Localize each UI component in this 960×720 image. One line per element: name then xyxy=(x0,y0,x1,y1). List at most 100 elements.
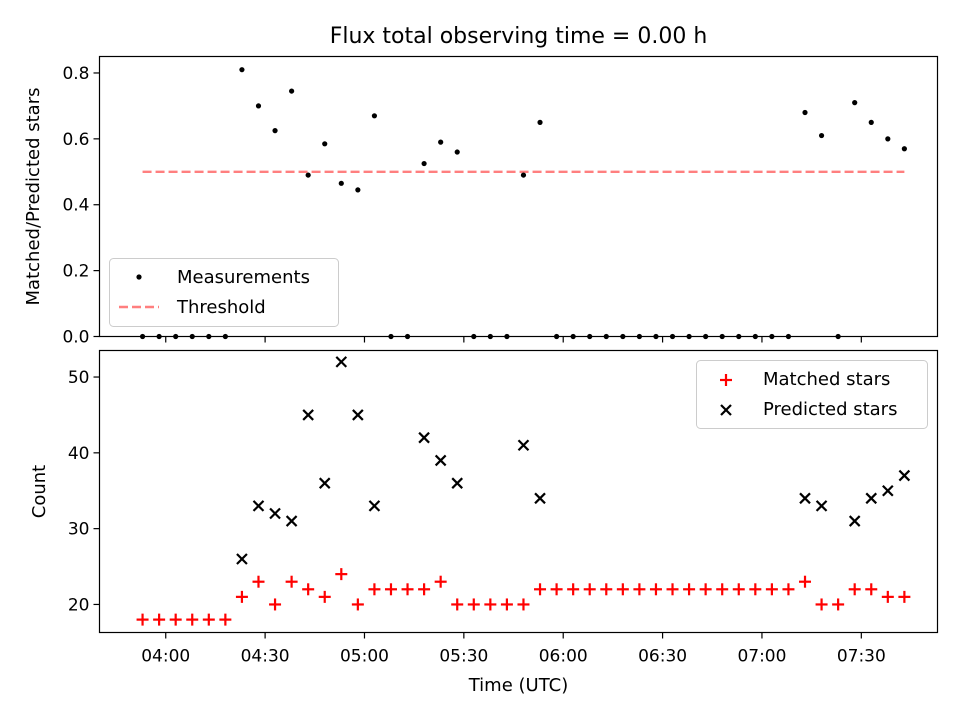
legend-measurements-marker xyxy=(136,274,142,280)
predicted-star-point xyxy=(799,492,811,505)
bottom-x-tick-label: 06:00 xyxy=(539,647,588,667)
matched-star-point xyxy=(782,583,795,596)
predicted-star-point xyxy=(352,409,364,421)
matched-star-point xyxy=(600,583,613,596)
bottom-y-ticks: 20 30 40 50 xyxy=(68,368,100,615)
matched-star-point xyxy=(368,583,381,596)
bottom-y-axis-label: Count xyxy=(29,465,50,518)
bottom-y-tick-label: 20 xyxy=(68,595,90,615)
predicted-star-point xyxy=(898,469,911,482)
predicted-star-point xyxy=(302,409,314,421)
measurement-point xyxy=(520,172,527,178)
matched-star-point xyxy=(633,583,646,596)
chart-title: Flux total observing time = 0.00 h xyxy=(330,24,708,49)
predicted-star-point xyxy=(882,484,894,497)
measurement-point xyxy=(537,119,543,125)
bottom-x-tick-label: 04:00 xyxy=(141,647,190,667)
top-plot-frame xyxy=(98,55,939,338)
measurement-point xyxy=(852,100,858,106)
matched-star-point xyxy=(500,598,513,611)
matched-star-point xyxy=(666,583,679,596)
matched-star-point xyxy=(898,590,911,603)
measurement-point xyxy=(885,136,891,142)
bottom-x-tick-label: 05:30 xyxy=(439,647,488,667)
matched-star-point xyxy=(749,583,762,596)
bottom-x-tick-label: 06:30 xyxy=(638,647,687,667)
top-panel: 0.00.20.40.60.8 Matched/Predicted stars … xyxy=(23,55,939,348)
top-y-tick-label: 0.0 xyxy=(62,328,89,348)
predicted-star-point xyxy=(865,492,878,505)
measurement-point xyxy=(421,160,427,167)
predicted-star-point xyxy=(848,515,861,527)
matched-star-point xyxy=(186,613,199,626)
legend-measurements-label: Measurements xyxy=(177,267,310,288)
predicted-star-point xyxy=(517,439,530,452)
top-y-tick-label: 0.8 xyxy=(62,64,89,84)
matched-star-point xyxy=(451,598,464,611)
top-x-ticks xyxy=(165,336,862,343)
matched-star-point xyxy=(401,583,414,596)
measurement-point xyxy=(438,139,444,145)
measurement-point xyxy=(239,67,245,73)
bottom-y-tick-label: 40 xyxy=(68,444,90,464)
measurement-point xyxy=(255,103,262,109)
bottom-legend-box xyxy=(696,360,928,429)
predicted-star-point xyxy=(534,492,546,505)
predicted-star-point xyxy=(815,500,828,512)
measurement-point xyxy=(868,119,874,125)
predicted-star-point xyxy=(368,500,381,512)
matched-star-point xyxy=(550,583,563,596)
measurement-point xyxy=(272,128,278,134)
matched-star-point xyxy=(467,598,480,611)
matched-star-point xyxy=(567,583,580,596)
bottom-x-tick-label: 05:00 xyxy=(340,647,389,667)
measurement-point xyxy=(355,187,361,193)
top-y-tick-label: 0.2 xyxy=(62,262,89,282)
predicted-star-point xyxy=(252,500,265,512)
predicted-star-point xyxy=(269,507,281,520)
measurement-point xyxy=(371,113,378,119)
bottom-y-tick-label: 30 xyxy=(68,520,90,540)
matched-star-point xyxy=(136,613,149,626)
matched-star-point xyxy=(799,575,812,588)
predicted-star-point xyxy=(418,431,430,444)
matched-star-point xyxy=(534,583,547,596)
matched-star-point xyxy=(699,583,712,596)
bottom-series xyxy=(136,356,911,626)
legend-matched-label: Matched stars xyxy=(763,369,890,390)
matched-star-point xyxy=(649,583,662,596)
bottom-legend: Matched stars Predicted stars xyxy=(696,360,928,429)
bottom-x-axis-label: Time (UTC) xyxy=(468,675,569,696)
top-legend-box xyxy=(109,258,339,327)
legend-predicted-label: Predicted stars xyxy=(763,399,897,420)
matched-star-point xyxy=(832,598,845,611)
matched-star-point xyxy=(583,583,596,596)
bottom-y-tick-label: 50 xyxy=(68,368,90,388)
matched-star-point xyxy=(252,575,265,588)
matched-star-point xyxy=(219,613,232,626)
measurement-point xyxy=(305,172,311,178)
matched-star-point xyxy=(285,575,298,588)
matched-star-point xyxy=(484,598,497,611)
top-y-tick-label: 0.4 xyxy=(62,196,89,216)
legend-predicted-marker xyxy=(720,404,732,416)
matched-star-point xyxy=(848,583,861,596)
measurement-point xyxy=(818,132,825,139)
legend-matched-marker xyxy=(720,374,732,386)
measurement-point xyxy=(454,149,460,155)
measurement-point xyxy=(289,88,295,94)
matched-star-point xyxy=(235,590,248,603)
matched-star-point xyxy=(517,598,530,611)
bottom-plot-frame xyxy=(98,349,939,634)
bottom-x-ticks: 04:00 04:30 05:00 05:30 06:00 06:30 07:00 07:30 xyxy=(141,632,886,667)
matched-star-point xyxy=(616,583,629,596)
matched-star-point xyxy=(418,583,431,596)
matched-star-point xyxy=(318,590,331,603)
measurement-point xyxy=(802,109,808,116)
legend-threshold-label: Threshold xyxy=(176,297,266,318)
predicted-star-point xyxy=(434,454,447,467)
matched-star-point xyxy=(351,598,364,611)
top-y-ticks: 0.0 0.2 0.4 0.6 0.8 xyxy=(62,64,100,348)
matched-star-point xyxy=(169,613,182,626)
